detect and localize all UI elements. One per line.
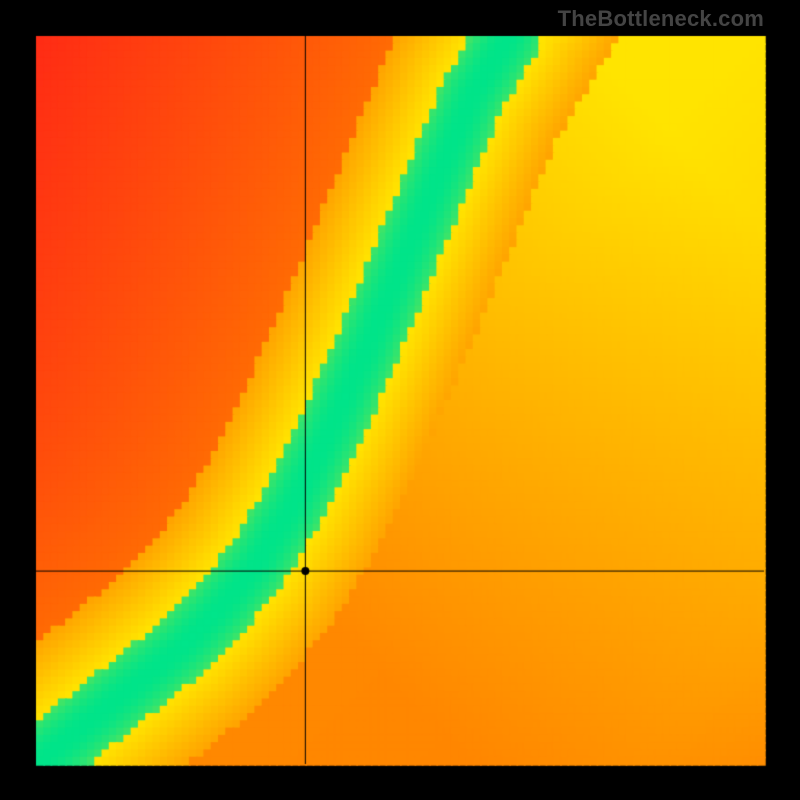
heatmap-canvas xyxy=(0,0,800,800)
chart-container: TheBottleneck.com xyxy=(0,0,800,800)
watermark-text: TheBottleneck.com xyxy=(558,6,764,32)
